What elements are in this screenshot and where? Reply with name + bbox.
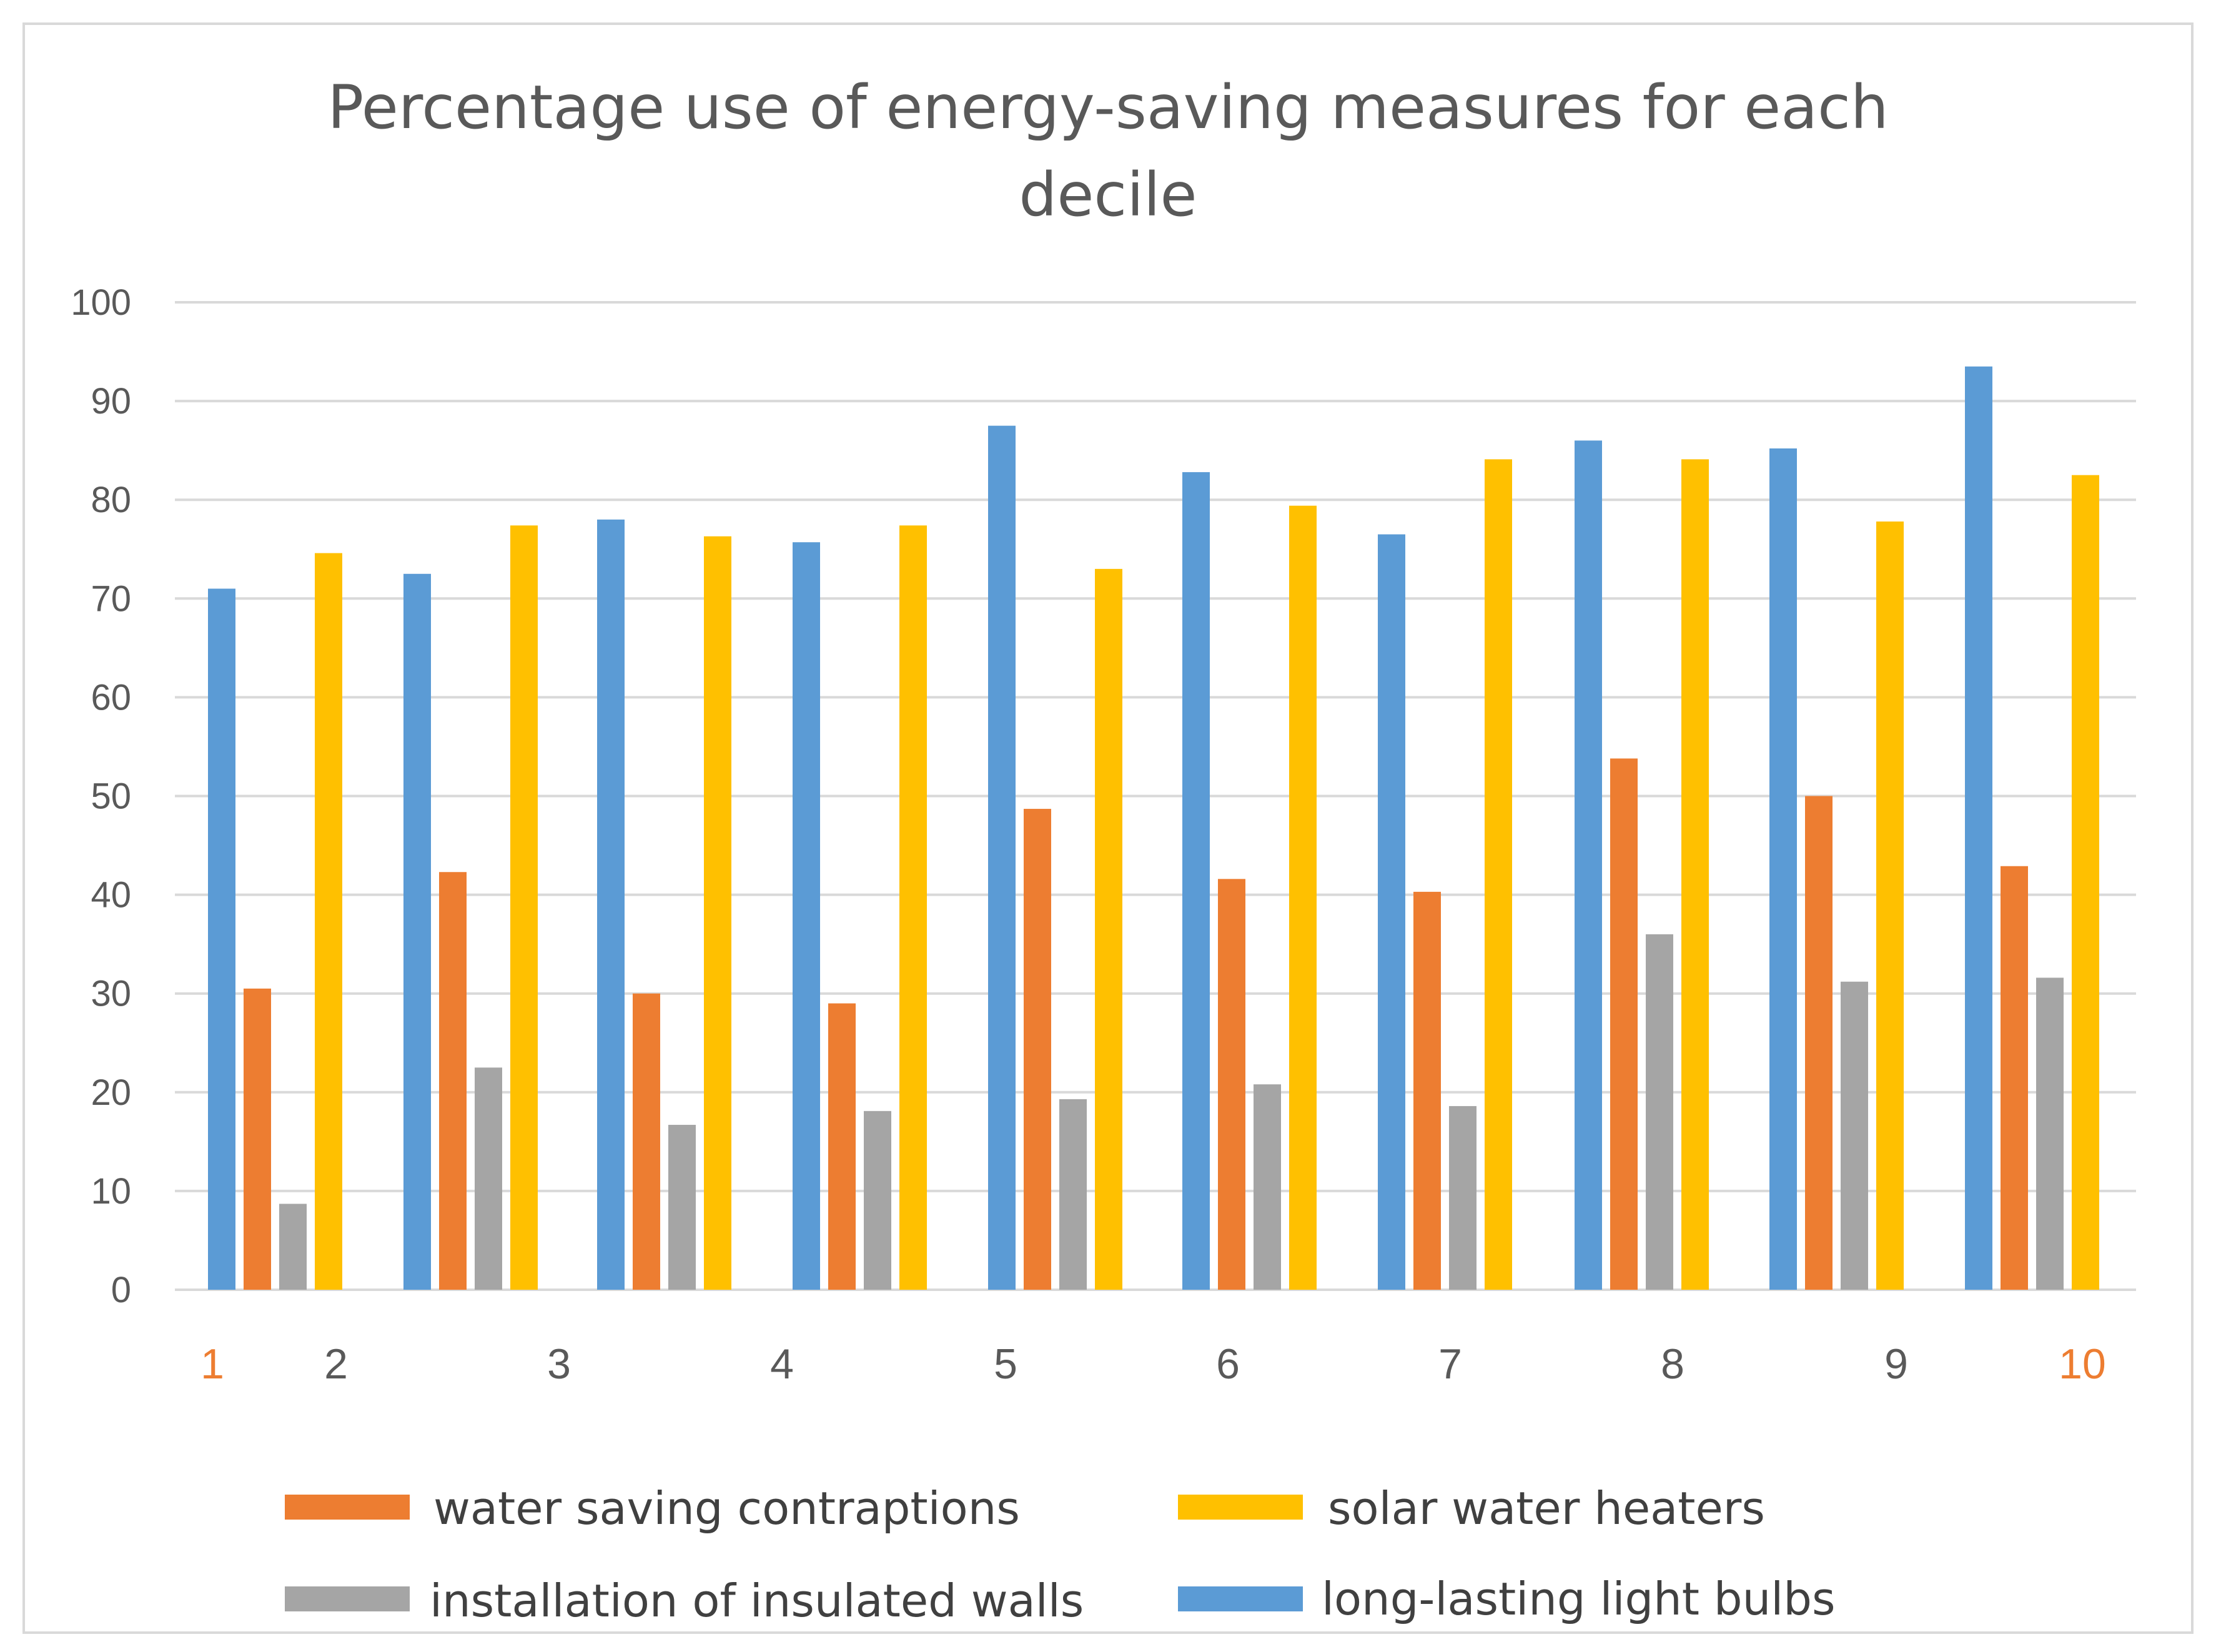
y-tick-label: 90: [91, 381, 131, 422]
bar-installation-of-insulated-walls-2: [475, 1067, 502, 1290]
bar-long-lasting-light-bulbs-4: [793, 542, 820, 1290]
bar-solar-water-heaters-9: [1876, 521, 1904, 1290]
x-tick-label: 6: [1216, 1340, 1240, 1388]
bar-installation-of-insulated-walls-7: [1449, 1105, 1477, 1290]
legend-swatch-water-saving-contraptions: [285, 1495, 410, 1520]
bar-water-saving-contraptions-3: [633, 993, 660, 1290]
bar-water-saving-contraptions-5: [1024, 809, 1051, 1290]
bar-solar-water-heaters-5: [1095, 568, 1122, 1290]
bar-long-lasting-light-bulbs-6: [1182, 472, 1210, 1290]
bar-solar-water-heaters-1: [315, 553, 342, 1290]
bar-long-lasting-light-bulbs-7: [1378, 534, 1405, 1290]
y-tick-label: 70: [91, 578, 131, 619]
x-tick-label: 5: [994, 1340, 1017, 1388]
x-tick-label: 1: [200, 1340, 224, 1388]
bar-solar-water-heaters-6: [1289, 505, 1317, 1290]
bar-long-lasting-light-bulbs-1: [208, 588, 235, 1290]
bar-long-lasting-light-bulbs-8: [1575, 440, 1602, 1290]
bar-installation-of-insulated-walls-6: [1254, 1084, 1281, 1290]
bar-installation-of-insulated-walls-8: [1646, 934, 1673, 1290]
bar-water-saving-contraptions-9: [1805, 796, 1833, 1290]
bar-water-saving-contraptions-4: [828, 1003, 856, 1290]
bar-solar-water-heaters-2: [510, 525, 538, 1290]
bar-long-lasting-light-bulbs-10: [1965, 366, 1992, 1290]
bar-installation-of-insulated-walls-5: [1059, 1099, 1087, 1290]
bar-installation-of-insulated-walls-4: [864, 1110, 891, 1290]
legend-swatch-long-lasting-light-bulbs: [1178, 1586, 1303, 1611]
legend: water saving contraptions solar water hea…: [285, 1482, 1835, 1627]
bar-solar-water-heaters-3: [704, 536, 731, 1290]
bar-water-saving-contraptions-7: [1413, 891, 1441, 1290]
legend-label-water-saving-contraptions: water saving contraptions: [433, 1482, 1020, 1535]
bar-long-lasting-light-bulbs-2: [403, 573, 431, 1290]
y-tick-label: 100: [71, 282, 131, 323]
bar-solar-water-heaters-8: [1681, 459, 1709, 1290]
x-tick-label: 4: [770, 1340, 794, 1388]
bar-installation-of-insulated-walls-9: [1841, 981, 1868, 1290]
x-tick-label: 7: [1438, 1340, 1462, 1388]
bar-water-saving-contraptions-8: [1610, 758, 1638, 1290]
chart-title: Percentage use of energy-saving measures…: [327, 72, 1888, 230]
bar-long-lasting-light-bulbs-9: [1769, 448, 1797, 1290]
y-tick-label: 40: [91, 875, 131, 916]
legend-label-solar-water-heaters: solar water heaters: [1328, 1482, 1765, 1535]
x-tick-label: 8: [1661, 1340, 1684, 1388]
x-axis-ticks: 1 2 3 4 5 6 7 8 9 10: [200, 1340, 2106, 1388]
y-axis-ticks: 0 10 20 30 40 50 60 70 80 90 100: [71, 282, 131, 1310]
x-tick-label: 10: [2059, 1340, 2106, 1388]
bar-long-lasting-light-bulbs-5: [988, 425, 1016, 1290]
bar-water-saving-contraptions-1: [244, 988, 271, 1290]
y-tick-label: 10: [91, 1171, 131, 1212]
bar-water-saving-contraptions-6: [1218, 879, 1245, 1290]
x-tick-label: 9: [1884, 1340, 1908, 1388]
chart-title-line-1: Percentage use of energy-saving measures…: [327, 72, 1888, 142]
bar-installation-of-insulated-walls-1: [279, 1204, 307, 1290]
bar-installation-of-insulated-walls-10: [2036, 977, 2064, 1290]
y-tick-label: 60: [91, 677, 131, 718]
legend-swatch-installation-of-insulated-walls: [285, 1586, 410, 1611]
y-tick-label: 80: [91, 480, 131, 520]
legend-label-long-lasting-light-bulbs: long-lasting light bulbs: [1322, 1573, 1835, 1625]
chart-title-line-2: decile: [1019, 160, 1197, 230]
y-tick-label: 50: [91, 776, 131, 817]
bar-installation-of-insulated-walls-3: [668, 1124, 696, 1290]
bar-solar-water-heaters-7: [1485, 459, 1512, 1290]
x-tick-label: 3: [547, 1340, 571, 1388]
bar-solar-water-heaters-10: [2072, 475, 2099, 1290]
bar-solar-water-heaters-4: [899, 525, 927, 1290]
bar-water-saving-contraptions-2: [439, 872, 467, 1290]
y-tick-label: 0: [111, 1270, 131, 1310]
bar-long-lasting-light-bulbs-3: [597, 519, 625, 1290]
legend-swatch-solar-water-heaters: [1178, 1495, 1303, 1520]
bar-water-saving-contraptions-10: [2001, 866, 2028, 1290]
bars: [208, 366, 2099, 1290]
y-tick-label: 30: [91, 974, 131, 1014]
y-tick-label: 20: [91, 1072, 131, 1113]
legend-label-installation-of-insulated-walls: installation of insulated walls: [430, 1575, 1084, 1627]
x-tick-label: 2: [324, 1340, 348, 1388]
